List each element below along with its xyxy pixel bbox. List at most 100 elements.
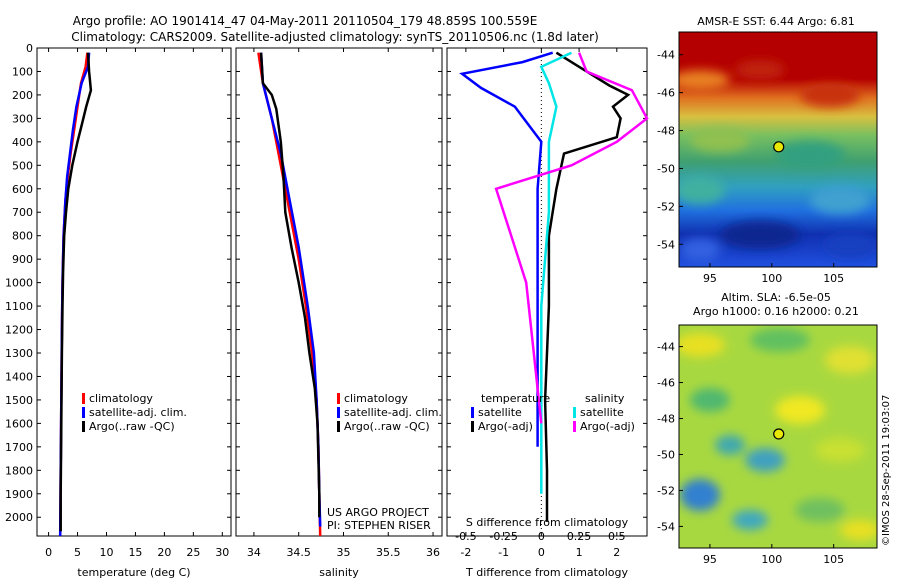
y-tick-label: 300	[12, 112, 33, 125]
map-x-tick-label: 100	[761, 272, 782, 285]
x-tick-label: 0	[45, 546, 52, 559]
figure-subtitle: Climatology: CARS2009. Satellite-adjuste…	[71, 30, 599, 44]
y-tick-label: 500	[12, 159, 33, 172]
y-tick-label: 900	[12, 253, 33, 266]
y-tick-label: 0	[26, 42, 33, 55]
x-tick-label: 20	[157, 546, 171, 559]
legend-label: satellite-adj. clim.	[89, 406, 187, 419]
copyright-stamp: ©IMOS 28-Sep-2011 19:03:07	[881, 395, 892, 546]
map-x-tick-label: 95	[703, 553, 717, 566]
argo-position-marker	[773, 428, 785, 440]
x-tick-label: 35	[336, 546, 350, 559]
series-line-argo-raw-qc-	[59, 52, 93, 532]
y-tick-label: 1200	[5, 324, 33, 337]
map-y-tick-label: -50	[657, 162, 675, 175]
legend-label: Argo(-adj)	[478, 420, 533, 433]
legend-label: Argo(..raw -QC)	[344, 420, 430, 433]
legend-swatch	[82, 407, 85, 418]
legend-swatch	[82, 421, 85, 432]
legend-label: Argo(..raw -QC)	[89, 420, 175, 433]
plot-frame	[36, 47, 232, 537]
y-tick-label: 1300	[5, 347, 33, 360]
legend-label: climatology	[344, 392, 408, 405]
map-y-tick-label: -54	[657, 238, 675, 251]
legend-swatch	[337, 407, 340, 418]
y-tick-label: 200	[12, 89, 33, 102]
credit-line1: US ARGO PROJECT	[327, 506, 429, 519]
x-tick-label: -1	[498, 546, 509, 559]
difference-panel: -2 -1 0 1 2 T difference from climatology -0.5…	[446, 47, 649, 579]
legend-swatch	[337, 393, 340, 404]
map-y-tick-label: -44	[657, 49, 675, 62]
legend-swatch	[573, 421, 576, 432]
y-tick-label: 2000	[5, 511, 33, 524]
x-tick-label: -2	[460, 546, 471, 559]
y-tick-label: 1700	[5, 441, 33, 454]
s-tick-label: 0.25	[567, 530, 592, 543]
x-tick-label: 5	[74, 546, 81, 559]
sla-map-subtitle: Argo h1000: 0.16 h2000: 0.21	[693, 305, 859, 318]
legend-swatch	[82, 393, 85, 404]
y-tick-label: 1900	[5, 488, 33, 501]
credit-line2: PI: STEPHEN RISER	[327, 519, 431, 532]
map-y-tick-label: -50	[657, 448, 675, 461]
series-line-t-satellite	[459, 51, 554, 447]
y-tick-label: 600	[12, 183, 33, 196]
y-tick-label: 1800	[5, 464, 33, 477]
map-x-tick-label: 105	[823, 553, 844, 566]
argo-position-marker	[773, 141, 785, 153]
map-y-tick-label: -46	[657, 377, 675, 390]
x-tick-label: 30	[215, 546, 229, 559]
legend-header-temperature: temperature	[481, 392, 550, 405]
map-y-tick-label: -44	[657, 341, 675, 354]
y-tick-label: 1100	[5, 300, 33, 313]
map-y-tick-label: -46	[657, 87, 675, 100]
y-tick-label: 800	[12, 230, 33, 243]
x-tick-label: 34.5	[286, 546, 311, 559]
legend-label: Argo(-adj)	[580, 420, 635, 433]
x-tick-label: 2	[613, 546, 620, 559]
series-line-s-satellite	[539, 51, 573, 494]
x-tick-label: 34	[247, 546, 261, 559]
x-tick-label: 1	[576, 546, 583, 559]
salinity-panel: 34 34.5 35 35.5 36 salinity climatologysatelli…	[235, 47, 443, 579]
map-y-tick-label: -52	[657, 484, 675, 497]
legend-label: climatology	[89, 392, 153, 405]
x-tick-label: 10	[99, 546, 113, 559]
plot-frame	[235, 47, 443, 537]
x-tick-label: 0	[538, 546, 545, 559]
legend-swatch	[337, 421, 340, 432]
y-tick-label: 1400	[5, 370, 33, 383]
x-axis-label: temperature (deg C)	[77, 566, 190, 579]
sst-map-title: AMSR-E SST: 6.44 Argo: 6.81	[697, 15, 855, 28]
temperature-panel: 0100200300400500600700800900100011001200…	[5, 42, 232, 579]
sst-map-panel: AMSR-E SST: 6.44 Argo: 6.81 95 100 105 -44 -…	[657, 15, 878, 285]
sla-map-title: Altim. SLA: -6.5e-05	[721, 291, 831, 304]
figure-title: Argo profile: AO 1901414_47 04-May-2011 …	[73, 14, 538, 28]
legend-swatch	[573, 407, 576, 418]
y-tick-label: 700	[12, 206, 33, 219]
s-tick-label: -0.25	[489, 530, 517, 543]
s-tick-label: 0	[538, 530, 545, 543]
s-tick-label: 0.5	[608, 530, 626, 543]
s-tick-label: -0.5	[455, 530, 476, 543]
y-tick-label: 1000	[5, 277, 33, 290]
map-y-tick-label: -54	[657, 520, 675, 533]
x-tick-label: 35.5	[376, 546, 401, 559]
sla-map-panel: Altim. SLA: -6.5e-05 Argo h1000: 0.16 h2…	[657, 291, 878, 566]
series-line-t-argo-adj-	[543, 51, 631, 522]
x-tick-label: 36	[426, 546, 440, 559]
y-tick-label: 1500	[5, 394, 33, 407]
map-x-tick-label: 95	[703, 272, 717, 285]
legend-label: satellite	[580, 406, 624, 419]
y-tick-label: 1600	[5, 417, 33, 430]
x-axis-label: T difference from climatology	[465, 566, 628, 579]
legend-header-salinity: salinity	[585, 392, 625, 405]
legend-label: satellite-adj. clim.	[344, 406, 442, 419]
x-tick-label: 25	[186, 546, 200, 559]
map-y-tick-label: -52	[657, 200, 675, 213]
x-tick-label: 15	[128, 546, 142, 559]
map-y-tick-label: -48	[657, 413, 675, 426]
x-axis-label: salinity	[319, 566, 359, 579]
s-axis-label: S difference from climatology	[466, 516, 629, 529]
